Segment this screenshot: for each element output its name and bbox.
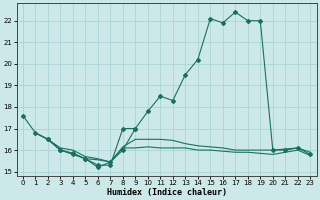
X-axis label: Humidex (Indice chaleur): Humidex (Indice chaleur) — [107, 188, 227, 197]
